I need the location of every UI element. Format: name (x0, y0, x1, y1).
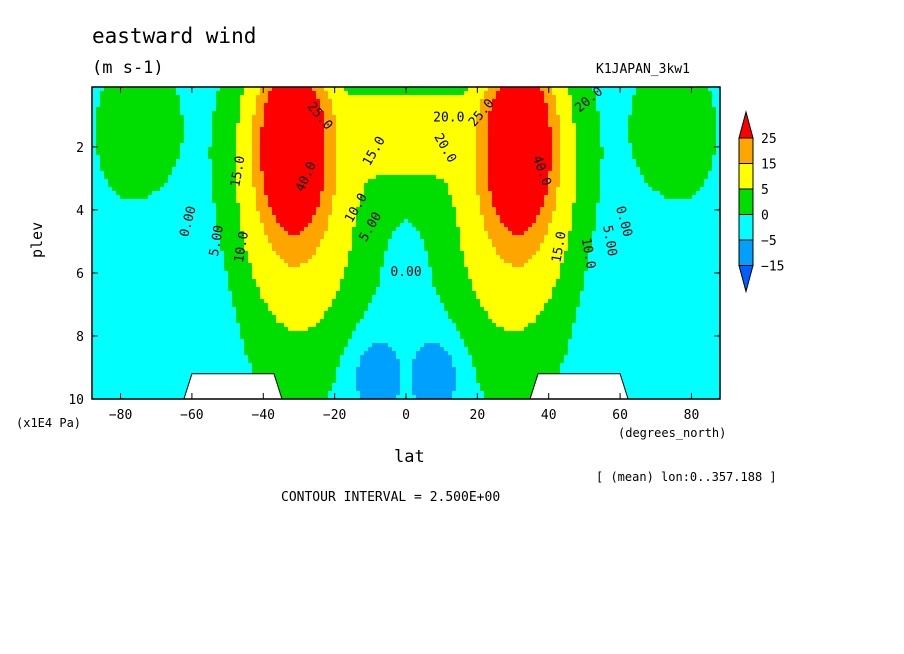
chart-units: (m s-1) (92, 58, 164, 78)
colorbar-label: −15 (761, 260, 784, 275)
colorbar-segment-3 (738, 188, 754, 215)
y-axis-units: (x1E4 Pa) (16, 416, 82, 430)
y-tick-label: 10 (68, 393, 84, 408)
colorbar-segment-4 (738, 214, 754, 241)
x-tick-label: 60 (612, 408, 628, 423)
colorbar-label: 25 (761, 132, 777, 147)
colorbar-legend: 25 15 5 0 −5 −15 (738, 110, 784, 294)
masked-region-0 (183, 373, 283, 400)
colorbar-segment-6 (738, 265, 754, 294)
contour-label: 5.00 (207, 224, 227, 257)
colorbar-label: 0 (761, 209, 769, 224)
colorbar-segment-5 (738, 239, 754, 266)
experiment-label: K1JAPAN_3kw1 (596, 62, 690, 77)
masked-region-1 (529, 373, 629, 400)
contour-label: 10.0 (232, 230, 252, 263)
y-tick-label: 8 (76, 330, 84, 345)
masked-regions (183, 373, 629, 400)
x-tick-label: −80 (109, 408, 132, 423)
colorbar-label: 15 (761, 158, 777, 173)
y-tick-label: 2 (76, 141, 84, 156)
x-tick-label: −40 (252, 408, 275, 423)
chart-title: eastward wind (92, 24, 257, 48)
contour-label: 10.0 (578, 237, 598, 270)
contour-label: 20.0 (433, 111, 464, 126)
x-tick-label: 80 (684, 408, 700, 423)
x-axis-label: lat (394, 447, 425, 467)
x-axis-ticks: −80 −60 −40 −20 0 20 40 60 80 (109, 87, 699, 423)
x-axis-units: (degrees_north) (618, 426, 727, 440)
contour-label: 15.0 (228, 155, 248, 188)
x-tick-label: 0 (402, 408, 410, 423)
y-axis-ticks: 2 4 6 8 10 (68, 141, 720, 408)
colorbar-label: 5 (761, 183, 769, 198)
x-tick-label: −60 (180, 408, 203, 423)
colorbar-label: −5 (761, 234, 777, 249)
contour-label: 0.00 (390, 265, 421, 280)
contour-label: 15.0 (549, 230, 569, 263)
colorbar-segment-1 (738, 137, 754, 164)
contour-interval: CONTOUR INTERVAL = 2.500E+00 (281, 490, 501, 505)
contour-label: 5.00 (599, 224, 619, 257)
y-tick-label: 4 (76, 204, 84, 219)
x-tick-label: −20 (323, 408, 346, 423)
x-tick-label: 40 (541, 408, 557, 423)
mean-info: [ (mean) lon:0..357.188 ] (596, 470, 777, 484)
x-tick-label: 20 (470, 408, 486, 423)
y-tick-label: 6 (76, 267, 84, 282)
colorbar-segment-2 (738, 163, 754, 190)
colorbar-segment-0 (738, 110, 754, 139)
contour-field (92, 87, 720, 399)
